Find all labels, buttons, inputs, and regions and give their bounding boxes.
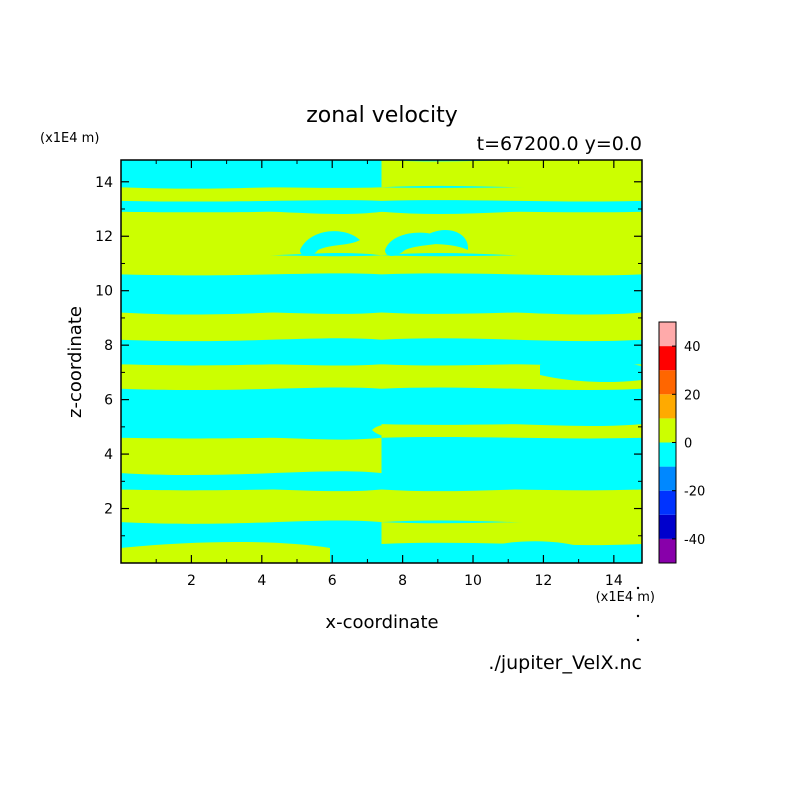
contour-blob [480, 541, 585, 563]
contour-features [121, 229, 642, 563]
y-tick-label: 12 [95, 229, 113, 245]
contour-band-right [381, 472, 642, 491]
y-unit-label: (x1E4 m) [40, 131, 99, 146]
contour-blob [121, 366, 220, 386]
contour-band-right [381, 311, 642, 342]
colorbar-tick-label: 20 [684, 388, 701, 403]
x-tick-label: 12 [535, 573, 553, 589]
contour-band-left [121, 311, 382, 342]
x-tick-label: 14 [605, 573, 623, 589]
contour-band-right [381, 254, 642, 276]
contour-blob [300, 231, 360, 256]
colorbar: -40 -20 0 20 40 [658, 321, 705, 564]
contour-band-right [381, 272, 642, 315]
colorbar-segment [659, 514, 676, 539]
contour-bands [121, 160, 642, 563]
marker-dot [636, 614, 640, 618]
marker-dot [636, 586, 640, 590]
chart-title: zonal velocity [306, 103, 458, 128]
y-tick-label: 14 [95, 175, 113, 191]
colorbar-segment [659, 442, 676, 467]
x-tick-label: 10 [464, 573, 482, 589]
contour-band-right [381, 338, 642, 366]
x-tick-label: 6 [328, 573, 337, 589]
colorbar-segment [659, 466, 676, 491]
contour-band-left [121, 521, 382, 546]
x-axis: 2 4 6 8 10 12 14 [155, 160, 623, 589]
contour-band-right [381, 160, 642, 189]
y-axis: 2 4 6 8 10 12 14 [95, 175, 642, 537]
contour-blob [420, 229, 469, 250]
x-tick-label: 4 [257, 573, 266, 589]
marker-dot [636, 638, 640, 642]
contour-blob [121, 542, 330, 563]
contour-plot-area [121, 160, 642, 563]
colorbar-segment [659, 490, 676, 515]
colorbar-tick-label: 0 [684, 437, 692, 452]
contour-blob [493, 502, 520, 515]
chart-subtitle: t=67200.0 y=0.0 [477, 133, 642, 155]
y-tick-label: 10 [95, 284, 113, 300]
contour-band-right [381, 186, 642, 202]
contour-band-right [381, 521, 642, 546]
x-tick-label: 2 [187, 573, 196, 589]
contour-band-left [121, 272, 382, 315]
y-tick-label: 2 [104, 502, 113, 518]
colorbar-segment [659, 418, 676, 443]
colorbar-tick-label: -20 [684, 485, 705, 500]
contour-band-left [121, 338, 382, 366]
contour-band-left [121, 386, 382, 426]
plot-frame [120, 159, 643, 564]
colorbar-segment [659, 370, 676, 395]
contour-band-left [121, 200, 382, 213]
contour-blob [372, 424, 402, 437]
contour-band-right [381, 209, 642, 258]
colorbar-segment [659, 538, 676, 563]
x-tick-label: 8 [398, 573, 407, 589]
contour-band-left [121, 186, 382, 202]
contour-band-right [381, 435, 642, 475]
y-axis-label: z-coordinate [65, 306, 86, 418]
contour-band-right [381, 200, 642, 213]
colorbar-segment [659, 394, 676, 419]
y-tick-label: 4 [104, 447, 113, 463]
contour-band-left [121, 435, 382, 475]
contour-band-left [121, 254, 382, 276]
contour-blob [540, 359, 642, 383]
colorbar-segment [659, 322, 676, 347]
contour-band-left [121, 487, 382, 524]
colorbar-segment [659, 346, 676, 371]
x-unit-label: (x1E4 m) [596, 590, 655, 605]
colorbar-tick-label: 40 [684, 340, 701, 355]
contour-blob [480, 392, 600, 417]
contour-blob [250, 503, 276, 516]
contour-band-left [121, 423, 382, 439]
contour-band-left [121, 472, 382, 491]
contour-band-left [121, 160, 382, 189]
contour-band-right [381, 423, 642, 439]
x-axis-label: x-coordinate [325, 612, 438, 633]
source-file-label: ./jupiter_VelX.nc [488, 652, 642, 674]
y-tick-label: 8 [104, 338, 113, 354]
colorbar-tick-label: -40 [684, 533, 705, 548]
y-tick-label: 6 [104, 393, 113, 409]
